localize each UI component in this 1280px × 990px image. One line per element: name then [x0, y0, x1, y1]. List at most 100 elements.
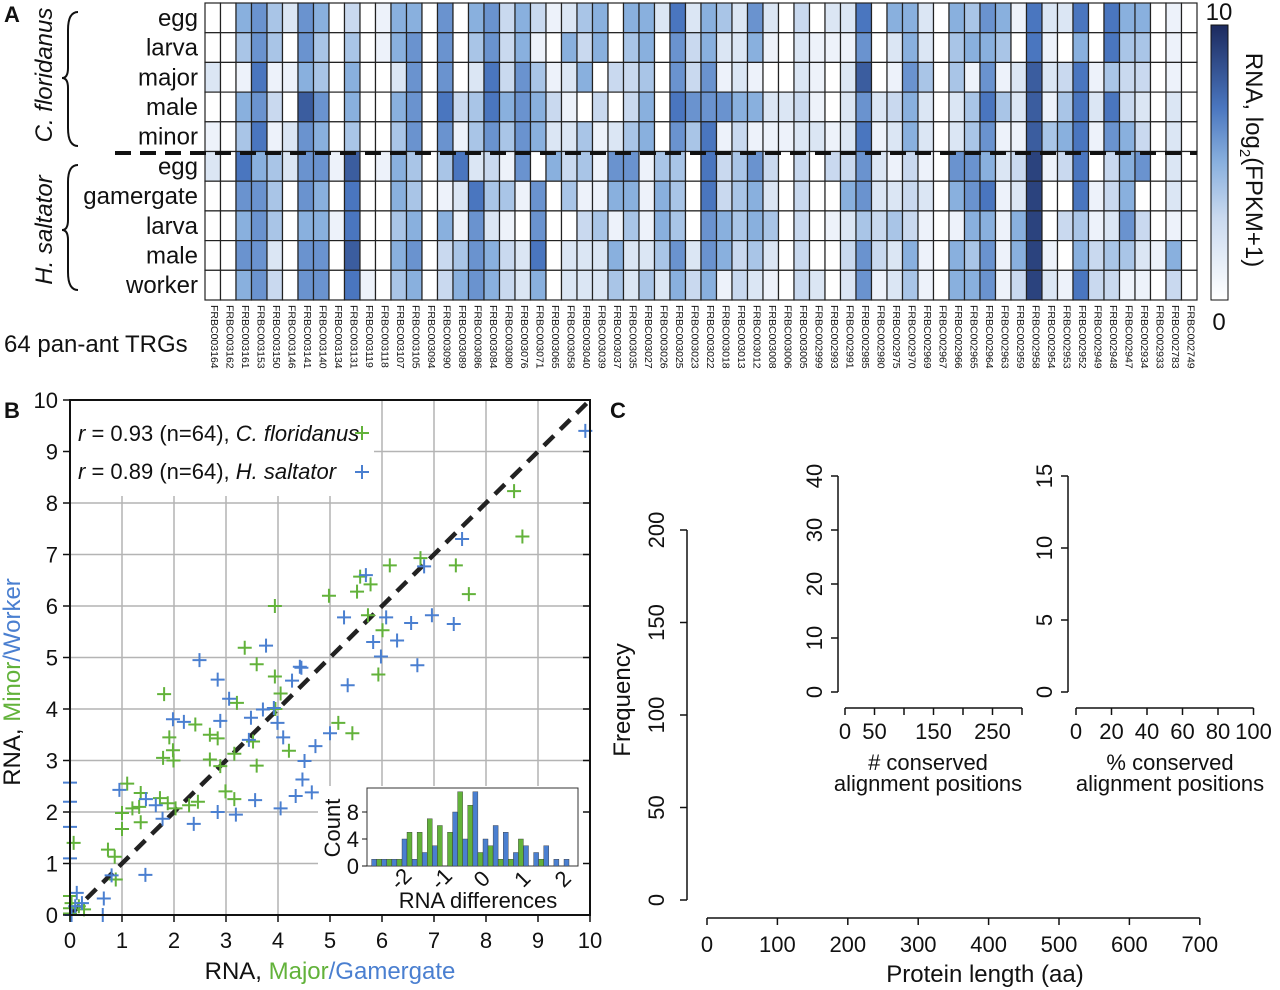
heatmap-cell: [684, 91, 702, 123]
heatmap-cell: [467, 32, 485, 64]
heatmap-cell: [948, 150, 966, 182]
gene-label: FRBC003150: [270, 305, 282, 369]
point-h-saltator: [323, 726, 337, 741]
point-c-floridanus: [210, 731, 225, 746]
heatmap-cell: [359, 240, 377, 271]
point-h-saltator: [285, 673, 300, 688]
heatmap-cell: [839, 150, 857, 182]
heatmap-cell: [390, 61, 408, 93]
heatmap-cell: [545, 150, 563, 182]
heatmap-cell: [436, 240, 454, 271]
heatmap-cell: [777, 121, 795, 153]
y-tick-label: 10: [34, 388, 58, 413]
gene-label: FRBC002958: [1029, 305, 1041, 369]
gene-label: FRBC003025: [673, 305, 685, 369]
heatmap-cell: [452, 32, 470, 64]
heatmap-cell: [266, 61, 284, 93]
heatmap-cell: [266, 32, 284, 64]
point-h-saltator: [417, 559, 432, 574]
heatmap-cell: [343, 150, 361, 182]
point-c-floridanus: [331, 715, 346, 730]
heatmap-cell: [390, 180, 408, 212]
heatmap-cell: [1134, 2, 1152, 34]
heatmap-cell: [855, 240, 873, 271]
heatmap-cell: [328, 91, 346, 123]
heatmap-cell: [994, 240, 1012, 271]
heatmap-cell: [948, 91, 966, 123]
point-c-floridanus: [168, 801, 183, 816]
heatmap-cell: [917, 91, 935, 123]
heatmap-cell: [281, 269, 299, 301]
point-h-saltator: [259, 638, 274, 653]
gene-label: FRBC003058: [564, 305, 576, 369]
heatmap-cell: [1134, 32, 1152, 64]
legend-marker-hs: [355, 465, 369, 479]
heatmap-cell: [839, 2, 857, 34]
heatmap-cell: [1103, 61, 1121, 93]
heatmap-cell: [1010, 61, 1028, 93]
heatmap-cell: [762, 180, 780, 212]
heatmap-cell: [343, 269, 361, 301]
gene-label: FRBC002969: [921, 305, 933, 369]
row-label: minor: [138, 124, 198, 151]
point-h-saltator: [104, 868, 119, 883]
heatmap-cell: [1041, 2, 1059, 34]
heatmap-cell: [452, 269, 470, 301]
heatmap-cell: [467, 61, 485, 93]
heatmap-cell: [746, 61, 764, 93]
row-label: male: [146, 242, 198, 269]
heatmap-cell: [963, 210, 981, 242]
heatmap-cell: [607, 180, 625, 212]
heatmap-cell: [250, 150, 268, 182]
point-h-saltator: [373, 649, 388, 664]
point-h-saltator: [74, 896, 89, 911]
heatmap-cell: [467, 180, 485, 212]
heatmap-cell: [932, 240, 950, 271]
point-c-floridanus: [66, 835, 81, 850]
heatmap-cell: [343, 180, 361, 212]
heatmap-cell: [374, 180, 392, 212]
heatmap-cell: [870, 210, 888, 242]
scatter-points: [63, 423, 593, 922]
gene-label: FRBC003008: [766, 305, 778, 369]
heatmap-cell: [901, 91, 919, 123]
heatmap-cell: [312, 61, 330, 93]
species-label-cf: C. floridanus: [31, 8, 58, 143]
heatmap-cell: [328, 32, 346, 64]
heatmap-cell: [390, 240, 408, 271]
inset-y-tick-label: 30: [802, 518, 827, 542]
heatmap-cell: [1010, 240, 1028, 271]
heatmap-cell: [390, 2, 408, 34]
heatmap-cell: [483, 61, 501, 93]
heatmap-cell: [452, 210, 470, 242]
heatmap-cell: [622, 240, 640, 271]
species-label-hs: H. saltator: [31, 174, 58, 284]
heatmap-cell: [746, 150, 764, 182]
heatmap-cell: [777, 61, 795, 93]
heatmap-cell: [1149, 61, 1167, 93]
point-h-saltator: [446, 617, 461, 632]
heatmap-cell: [777, 269, 795, 301]
heatmap-cell: [622, 91, 640, 123]
heatmap-cell: [684, 240, 702, 271]
heatmap-cell: [421, 269, 439, 301]
heatmap-cell: [529, 32, 547, 64]
heatmap-cell: [653, 210, 671, 242]
heatmap-cell: [250, 240, 268, 271]
heatmap-cell: [591, 150, 609, 182]
heatmap-cell: [700, 210, 718, 242]
heatmap-cell: [855, 210, 873, 242]
y-tick-label: 150: [644, 604, 669, 641]
gene-label: FRBC003094: [425, 305, 437, 369]
point-c-floridanus: [160, 796, 175, 811]
heatmap-cell: [839, 210, 857, 242]
heatmap-cell: [1165, 269, 1183, 301]
point-h-saltator: [270, 715, 285, 730]
heatmap-cell: [1149, 210, 1167, 242]
heatmap-cell: [343, 91, 361, 123]
gene-label: FRBC002949: [1091, 305, 1103, 369]
heatmap-cell: [638, 269, 656, 301]
point-h-saltator: [228, 807, 243, 822]
heatmap-cell: [622, 61, 640, 93]
heatmap-cell: [793, 2, 811, 34]
